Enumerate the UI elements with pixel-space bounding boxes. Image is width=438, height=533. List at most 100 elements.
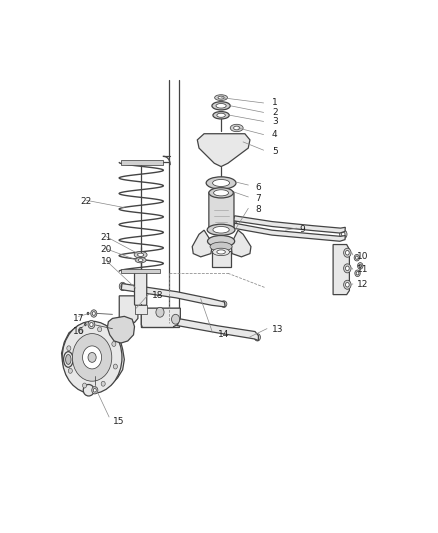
- Ellipse shape: [344, 248, 351, 257]
- Ellipse shape: [83, 384, 94, 396]
- Ellipse shape: [213, 227, 229, 233]
- Ellipse shape: [134, 252, 147, 258]
- Text: 10: 10: [357, 252, 368, 261]
- Polygon shape: [61, 322, 124, 392]
- Ellipse shape: [217, 113, 225, 117]
- Circle shape: [79, 329, 83, 334]
- Ellipse shape: [85, 349, 95, 358]
- Text: 21: 21: [101, 232, 112, 241]
- Text: 5: 5: [272, 147, 278, 156]
- Ellipse shape: [212, 180, 230, 187]
- Ellipse shape: [214, 190, 229, 196]
- Ellipse shape: [92, 312, 95, 316]
- Ellipse shape: [90, 322, 93, 327]
- Ellipse shape: [346, 282, 349, 287]
- FancyBboxPatch shape: [209, 191, 234, 232]
- Ellipse shape: [210, 242, 232, 251]
- Ellipse shape: [233, 126, 240, 130]
- Ellipse shape: [206, 177, 236, 189]
- Text: 19: 19: [101, 257, 112, 266]
- Ellipse shape: [135, 257, 146, 263]
- Ellipse shape: [344, 280, 351, 289]
- Ellipse shape: [342, 232, 345, 236]
- Ellipse shape: [344, 264, 351, 273]
- Ellipse shape: [208, 236, 235, 247]
- Text: 15: 15: [113, 417, 124, 426]
- Circle shape: [68, 368, 72, 373]
- Ellipse shape: [209, 188, 233, 198]
- Text: 1: 1: [272, 99, 278, 108]
- Text: 14: 14: [218, 330, 229, 340]
- Polygon shape: [141, 308, 180, 327]
- Ellipse shape: [213, 111, 229, 119]
- Ellipse shape: [356, 256, 358, 260]
- Ellipse shape: [221, 301, 227, 308]
- FancyBboxPatch shape: [134, 271, 147, 305]
- FancyBboxPatch shape: [121, 159, 163, 165]
- FancyBboxPatch shape: [121, 269, 160, 273]
- Text: 11: 11: [357, 265, 368, 274]
- Ellipse shape: [230, 124, 243, 132]
- Circle shape: [156, 308, 164, 317]
- Circle shape: [172, 314, 180, 324]
- Polygon shape: [233, 223, 345, 241]
- Ellipse shape: [174, 318, 181, 327]
- Ellipse shape: [216, 103, 226, 108]
- Text: 13: 13: [272, 326, 283, 334]
- Circle shape: [83, 346, 102, 369]
- Ellipse shape: [355, 270, 360, 277]
- Text: 20: 20: [101, 245, 112, 254]
- Circle shape: [113, 364, 117, 369]
- Ellipse shape: [88, 320, 95, 329]
- Ellipse shape: [119, 282, 126, 290]
- Circle shape: [112, 342, 116, 346]
- FancyBboxPatch shape: [134, 305, 148, 314]
- Circle shape: [82, 383, 87, 388]
- Ellipse shape: [218, 96, 224, 99]
- Ellipse shape: [356, 272, 359, 275]
- Circle shape: [72, 334, 112, 381]
- Ellipse shape: [359, 264, 362, 268]
- Ellipse shape: [215, 95, 227, 101]
- Ellipse shape: [217, 250, 225, 254]
- Text: 16: 16: [74, 327, 85, 336]
- Ellipse shape: [346, 251, 349, 255]
- FancyBboxPatch shape: [212, 251, 231, 267]
- Circle shape: [67, 346, 71, 351]
- Ellipse shape: [91, 310, 97, 317]
- Polygon shape: [119, 296, 138, 322]
- Circle shape: [101, 381, 105, 386]
- Ellipse shape: [354, 254, 360, 261]
- Text: 2: 2: [272, 108, 278, 117]
- Ellipse shape: [64, 352, 73, 367]
- Text: 12: 12: [357, 280, 368, 289]
- Ellipse shape: [84, 323, 87, 326]
- Ellipse shape: [121, 284, 124, 288]
- Text: 9: 9: [299, 225, 305, 235]
- Circle shape: [98, 327, 102, 332]
- Polygon shape: [176, 318, 258, 341]
- Ellipse shape: [207, 224, 235, 235]
- Text: 4: 4: [272, 130, 278, 139]
- Ellipse shape: [254, 334, 261, 341]
- Text: 17: 17: [74, 314, 85, 323]
- Ellipse shape: [93, 389, 96, 392]
- Ellipse shape: [87, 312, 89, 315]
- Ellipse shape: [66, 354, 71, 365]
- Polygon shape: [233, 216, 345, 233]
- Circle shape: [88, 352, 96, 362]
- Ellipse shape: [357, 263, 363, 269]
- Text: 18: 18: [152, 292, 163, 300]
- Circle shape: [62, 321, 122, 393]
- Polygon shape: [107, 317, 134, 343]
- Ellipse shape: [138, 253, 144, 256]
- Ellipse shape: [212, 102, 230, 110]
- Text: 8: 8: [255, 205, 261, 214]
- Ellipse shape: [138, 259, 143, 262]
- Text: 7: 7: [255, 194, 261, 203]
- Polygon shape: [231, 230, 251, 257]
- Polygon shape: [192, 230, 212, 257]
- Ellipse shape: [212, 248, 230, 256]
- Polygon shape: [121, 284, 225, 307]
- Ellipse shape: [339, 230, 347, 239]
